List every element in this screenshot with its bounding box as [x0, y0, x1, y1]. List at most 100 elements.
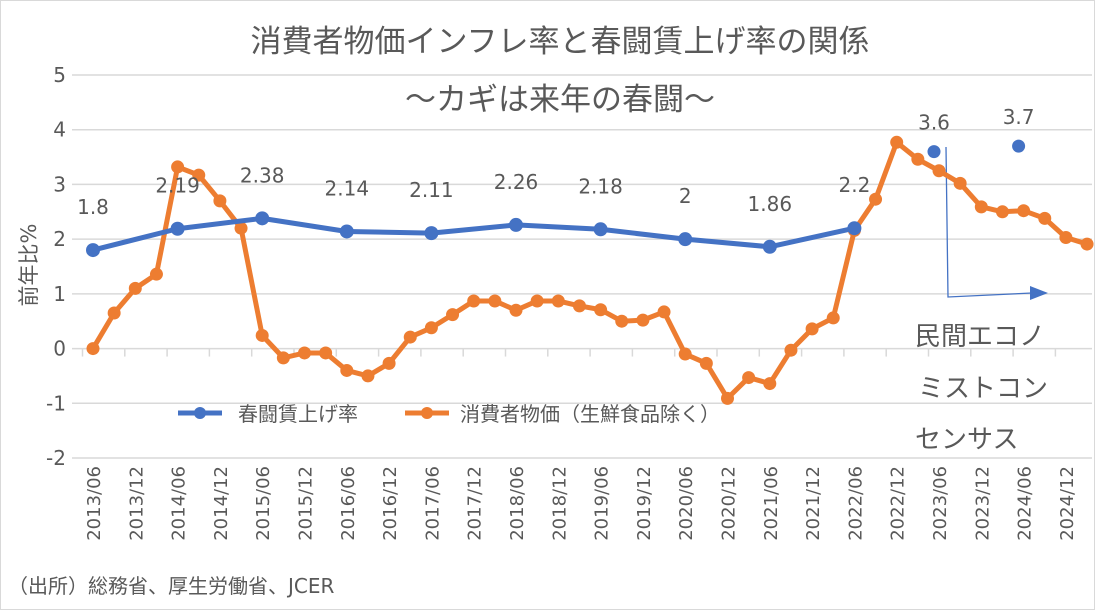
cpi-point: [192, 168, 206, 182]
chart-title: 消費者物価インフレ率と春闘賃上げ率の関係: [250, 24, 869, 60]
forecast-point: [927, 145, 941, 159]
x-tick-label: 2015/06: [253, 466, 274, 541]
wage-data-label: 1.86: [748, 192, 793, 216]
x-tick-label: 2019/12: [634, 466, 655, 541]
cpi-point: [276, 351, 290, 365]
forecast-data-label: 3.7: [1003, 105, 1035, 129]
cpi-point: [657, 305, 671, 319]
cpi-point: [171, 160, 185, 174]
cpi-point: [995, 205, 1009, 219]
cpi-point: [615, 314, 629, 328]
cpi-point: [467, 294, 481, 308]
cpi-point: [403, 330, 417, 344]
x-tick-label: 2024/06: [1015, 466, 1036, 541]
annotation-line-1: 民間エコノ: [915, 322, 1045, 352]
cpi-point: [890, 135, 904, 149]
cpi-point: [424, 321, 438, 335]
cpi-point: [636, 313, 650, 327]
x-tick-label: 2013/12: [126, 466, 147, 541]
wage-point: [424, 226, 439, 241]
cpi-point: [213, 194, 227, 208]
cpi-point: [86, 342, 100, 356]
cpi-point: [255, 328, 269, 342]
y-tick-label: 2: [53, 227, 66, 251]
x-tick-label: 2024/12: [1057, 466, 1078, 541]
x-tick-label: 2017/06: [422, 466, 443, 541]
cpi-point: [1080, 237, 1094, 251]
cpi-point: [361, 369, 375, 383]
wage-data-label: 2.19: [155, 174, 200, 198]
wage-line: [92, 215, 855, 253]
cpi-point: [107, 306, 121, 320]
y-tick-label: 1: [53, 282, 66, 306]
legend: 春闘賃上げ率 消費者物価（生鮮食品除く）: [178, 402, 720, 426]
y-tick-label: 4: [53, 118, 66, 142]
cpi-point: [953, 176, 967, 190]
cpi-point: [763, 377, 777, 391]
cpi-point: [699, 356, 713, 370]
x-tick-label: 2017/12: [465, 466, 486, 541]
wage-data-label: 2.11: [409, 178, 454, 202]
chart-subtitle: ～カギは来年の春闘～: [405, 82, 715, 118]
y-tick-label: 5: [53, 63, 66, 87]
cpi-point: [721, 391, 734, 405]
x-tick-label: 2021/06: [761, 466, 782, 541]
cpi-point: [784, 343, 798, 357]
x-tick-label: 2016/06: [338, 466, 359, 541]
x-tick-label: 2016/12: [380, 466, 401, 541]
cpi-point: [530, 294, 544, 308]
x-tick-label: 2015/12: [296, 466, 317, 541]
cpi-point: [234, 221, 248, 235]
x-tick-label: 2021/12: [803, 466, 824, 541]
x-tick-label: 2023/06: [930, 466, 951, 541]
cpi-point: [678, 347, 692, 361]
wage-point: [762, 239, 777, 254]
wage-data-label: 2.18: [578, 174, 623, 198]
cpi-point: [340, 363, 354, 377]
x-tick-label: 2014/12: [211, 466, 232, 541]
annotation-line-3: センサス: [915, 425, 1018, 455]
cpi-point: [382, 356, 396, 370]
x-tick-label: 2018/12: [549, 466, 570, 541]
x-tick-label: 2019/06: [592, 466, 613, 541]
forecast-point: [1012, 139, 1026, 153]
cpi-point: [298, 346, 311, 360]
cpi-point: [932, 164, 946, 178]
x-tick-label: 2023/12: [972, 466, 993, 541]
wage-data-label: 2.14: [325, 176, 370, 200]
x-tick-label: 2022/12: [888, 466, 909, 541]
cpi-point: [594, 303, 608, 317]
wage-point: [847, 221, 862, 236]
forecast-data-label: 3.6: [918, 111, 950, 135]
cpi-point: [551, 294, 565, 308]
x-tick-label: 2018/06: [507, 466, 528, 541]
forecast-arrow: [945, 146, 1048, 300]
source-note: （出所）総務省、厚生労働省、JCER: [8, 574, 334, 598]
cpi-point: [869, 192, 883, 206]
x-tick-label: 2020/12: [719, 466, 740, 541]
x-tick-label: 2013/06: [84, 466, 105, 541]
cpi-point: [742, 371, 756, 385]
y-tick-label: -1: [46, 391, 66, 415]
cpi-point: [805, 322, 819, 336]
cpi-point: [1038, 211, 1052, 225]
y-tick-label: 0: [53, 337, 66, 361]
legend-dot-wage: [194, 407, 206, 419]
wage-point: [339, 224, 354, 239]
legend-label-cpi: 消費者物価（生鮮食品除く）: [460, 402, 720, 426]
y-tick-label: 3: [53, 172, 66, 196]
cpi-point: [319, 346, 333, 360]
annotation-line-2: ミストコン: [918, 374, 1048, 404]
legend-dot-cpi: [421, 407, 433, 419]
cpi-point: [446, 308, 460, 322]
wage-point: [593, 222, 608, 237]
wage-point: [678, 232, 693, 247]
cpi-point: [149, 267, 163, 281]
wage-point: [170, 221, 185, 236]
cpi-point: [1059, 231, 1073, 245]
cpi-point: [1017, 204, 1031, 218]
wage-data-label: 2.2: [838, 173, 870, 197]
wage-point: [86, 243, 100, 258]
wage-data-label: 2.26: [494, 170, 539, 194]
